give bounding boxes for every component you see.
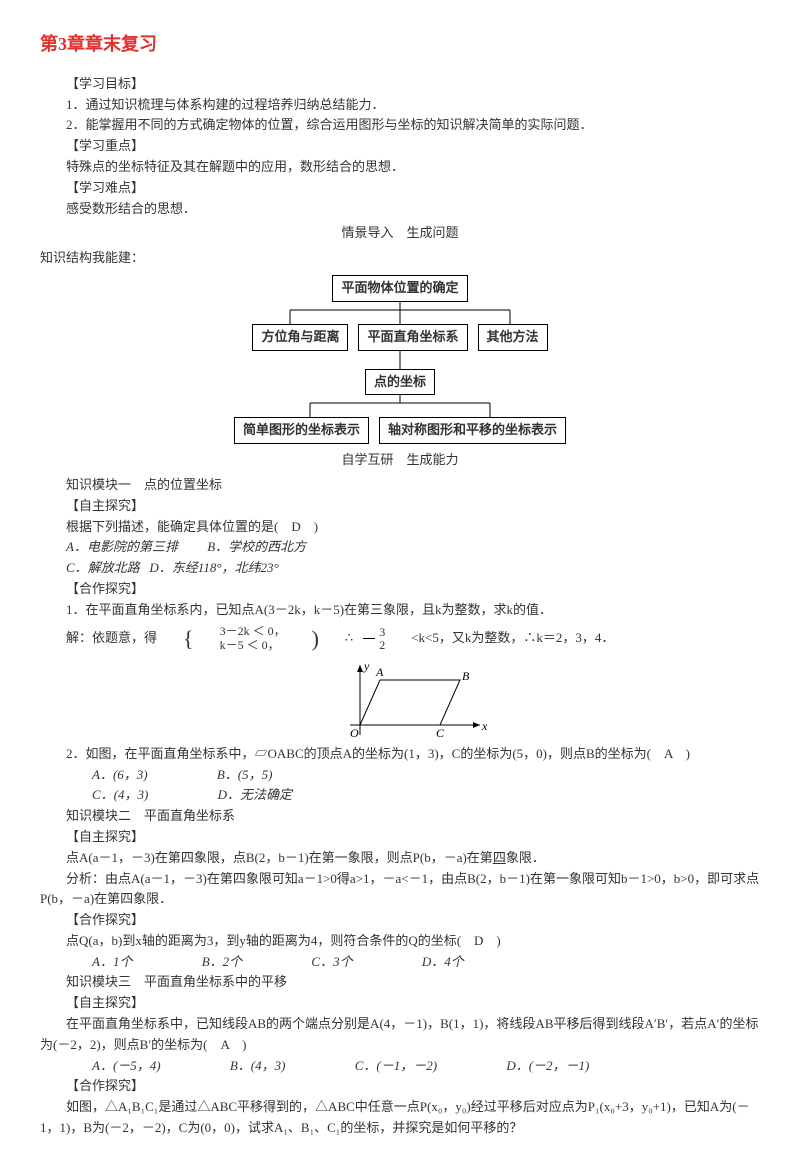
q1-choices-cd: C．解放北路 D．东经118°，北纬23° [40,558,760,579]
q2-solution: 解：依题意，得 { 3－2k ＜ 0， k－5 ＜ 0， ) ∴ 3 2 <k<… [40,621,760,656]
goal-1: 1．通过知识梳理与体系构建的过程培养归纳总结能力． [40,95,760,116]
self-explore-1: 【自主探究】 [40,496,760,517]
q1-a: A．电影院的第三排 [66,539,178,554]
q4: 点A(a－1，－3)在第四象限，点B(2，b－1)在第一象限，则点P(b，－a)… [40,848,760,869]
selfstudy-header: 自学互研 生成能力 [40,450,760,471]
tree-root: 平面物体位置的确定 [332,275,467,302]
q5-a: A．1个 [66,952,132,973]
goal-2: 2．能掌握用不同的方式确定物体的位置，综合运用图形与坐标的知识解决简单的实际问题… [40,115,760,136]
knowledge-tree: 平面物体位置的确定 方位角与距离 平面直角坐标系 其他方法 点的坐标 简单图形的… [40,275,760,444]
q3-c: C．(4，3) [66,785,148,806]
fig-B: B [462,669,470,683]
q5: 点Q(a，b)到x轴的距离为3，到y轴的距离为4，则符合条件的Q的坐标( D ) [40,931,760,952]
q3: 2．如图，在平面直角坐标系中，▱OABC的顶点A的坐标为(1，3)，C的坐标为(… [40,744,760,765]
goals-header: 【学习目标】 [40,74,760,95]
self-explore-2: 【自主探究】 [40,827,760,848]
tree-r2b: 平面直角坐标系 [358,324,467,351]
q3-a: A．(6，3) [66,765,148,786]
page-title: 第3章章末复习 [40,30,760,59]
q1-d: D．东经118°，北纬23° [149,560,278,575]
scene-header: 情景导入 生成问题 [40,223,760,244]
q4-answer: 四 [493,850,506,865]
q2-sol-a: 解：依题意，得 [40,628,157,649]
q6-d: D．(－2，－1) [480,1056,589,1077]
q1: 根据下列描述，能确定具体位置的是( D ) [40,517,760,538]
module-3: 知识模块三 平面直角坐标系中的平移 [40,972,760,993]
q1-text: 根据下列描述，能确定具体位置的是( D ) [66,519,318,534]
fig-y: y [363,660,370,673]
module-1: 知识模块一 点的位置坐标 [40,475,760,496]
q4-tail: 象限． [506,850,545,865]
q6-b: B．(4，3) [204,1056,286,1077]
tree-r3: 点的坐标 [365,369,435,396]
fig-O: O [350,726,359,740]
q2-sol-c: k－5 ＜ 0， [194,638,286,652]
q6: 在平面直角坐标系中，已知线段AB的两个端点分别是A(4，－1)，B(1，1)，将… [40,1014,760,1056]
q4-analysis: 分析：由点A(a－1，－3)在第四象限可知a－1>0得a>1，－a<－1，由点B… [40,869,760,911]
q2: 1．在平面直角坐标系内，已知点A(3－2k，k－5)在第三象限，且k为整数，求k… [40,600,760,621]
tree-r2a: 方位角与距离 [252,324,348,351]
q3-choices-ab: A．(6，3) B．(5，5) [40,765,760,786]
q5-b: B．2个 [176,952,242,973]
q3-d: D．无法确定 [192,785,292,806]
fig-A: A [375,665,384,679]
build-text: 知识结构我能建： [40,248,760,269]
tree-r4b: 轴对称图形和平移的坐标表示 [379,417,566,444]
fig-C: C [436,726,445,740]
fig-x: x [481,719,488,733]
tree-r2c: 其他方法 [478,324,548,351]
q4-text: 点A(a－1，－3)在第四象限，点B(2，b－1)在第一象限，则点P(b，－a)… [66,850,493,865]
q3-b: B．(5，5) [191,765,273,786]
q5-d: D．4个 [396,952,464,973]
coop-explore-3: 【合作探究】 [40,1076,760,1097]
q1-b: B．学校的西北方 [207,539,306,554]
parallelogram-figure: A B O C x y [40,660,760,740]
q7: 如图，△A₁B₁C₁是通过△ABC平移得到的，△ABC中任意一点P(x₀，y₀)… [40,1097,760,1139]
focus-header: 【学习重点】 [40,136,760,157]
q5-c: C．3个 [285,952,352,973]
q2-sol-e: 3 [353,626,385,638]
q6-a: A．(－5，4) [66,1056,161,1077]
q1-c: C．解放北路 [66,560,140,575]
q5-choices: A．1个 B．2个 C．3个 D．4个 [40,952,760,973]
self-explore-3: 【自主探究】 [40,993,760,1014]
q2-sol-f: 2 [353,639,385,651]
q6-c: C．(－1，－2) [329,1056,437,1077]
q6-choices: A．(－5，4) B．(4，3) C．(－1，－2) D．(－2，－1) [40,1056,760,1077]
module-2: 知识模块二 平面直角坐标系 [40,806,760,827]
q1-choices-ab: A．电影院的第三排 B．学校的西北方 [40,537,760,558]
q2-sol-d: ∴ [319,628,353,649]
coop-explore-2: 【合作探究】 [40,910,760,931]
brace-close-icon: ) [286,621,319,656]
q3-choices-cd: C．(4，3) D．无法确定 [40,785,760,806]
hard-text: 感受数形结合的思想． [40,199,760,220]
q2-sol-b: 3－2k ＜ 0， [194,624,286,638]
tree-r4a: 简单图形的坐标表示 [234,417,369,444]
brace-icon: { [157,621,194,656]
coop-explore-1: 【合作探究】 [40,579,760,600]
hard-header: 【学习难点】 [40,178,760,199]
q2-sol-g: <k<5，又k为整数，∴k＝2，3，4． [385,628,614,649]
focus-text: 特殊点的坐标特征及其在解题中的应用，数形结合的思想． [40,157,760,178]
